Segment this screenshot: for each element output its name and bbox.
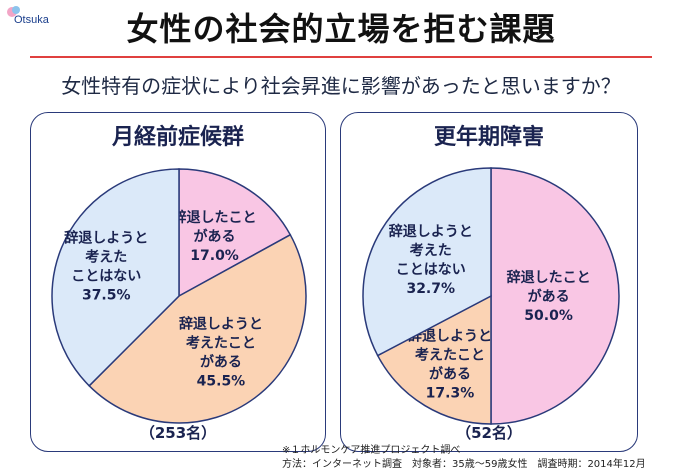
pms-slice-caption-2: 考えた [85, 248, 127, 265]
menopause-slice-label-2: 辞退しようと考えたことはない 32.7% [389, 223, 473, 297]
pms-slice-2 [51, 168, 180, 387]
pms-slice-value-0: 17.0% [190, 248, 239, 264]
pms-slice-caption-0: がある [194, 228, 236, 245]
menopause-slice-1 [376, 294, 492, 425]
logo-mark-icon [7, 6, 20, 17]
logo-text: Otsuka [14, 14, 49, 26]
menopause-slice-caption-0: がある [528, 288, 570, 305]
menopause-slice-0 [490, 167, 620, 425]
footnote-source: ※１ホルモンケア推進プロジェクト調べ [282, 445, 461, 456]
pms-slice-value-2: 37.5% [82, 287, 131, 303]
pms-slice-caption-1: がある [200, 353, 242, 370]
footnote: ※１ホルモンケア推進プロジェクト調べ 方法：インターネット調査 対象者：35歳〜… [282, 444, 646, 472]
pms-slice-caption-1: 考えたこと [186, 334, 256, 351]
menopause-slice-caption-0: 辞退したこと [507, 269, 591, 286]
pms-slice-label-1: 辞退しようと考えたことがある 45.5% [179, 315, 263, 389]
menopause-slice-caption-1: がある [429, 365, 471, 382]
pms-pie-chart: 辞退したことがある 17.0%辞退しようと考えたことがある 45.5%辞退しようと考… [51, 168, 307, 424]
pms-chart-title: 月経前症候群 [111, 125, 244, 150]
menopause-slice-value-0: 50.0% [524, 308, 573, 324]
menopause-slice-caption-2: ことはない [396, 262, 466, 278]
pms-slice-caption-0: 辞退したこと [173, 209, 257, 226]
menopause-slice-caption-1: 辞退しようと [408, 327, 492, 344]
pms-slice-label-0: 辞退したことがある 17.0% [173, 209, 257, 264]
footnote-method: 方法：インターネット調査 対象者：35歳〜59歳女性 調査時期：2014年12月 [282, 459, 646, 470]
pms-slice-caption-1: 辞退しようと [179, 315, 263, 332]
pms-sample-size: （253名） [139, 424, 217, 442]
pms-slice-label-2: 辞退しようと考えたことはない 37.5% [64, 229, 148, 303]
menopause-slice-caption-2: 辞退しようと [389, 223, 473, 240]
menopause-chart-title: 更年期障害 [433, 125, 544, 150]
menopause-slice-value-2: 32.7% [406, 281, 455, 297]
otsuka-logo: Otsuka [4, 2, 94, 32]
pms-slice-1 [88, 233, 307, 424]
menopause-chart-panel: 辞退したことがある 50.0% 辞退しようと考えたことがある 17.3% 辞退しようと考… [340, 112, 638, 452]
menopause-slice-value-1: 17.3% [426, 385, 475, 401]
menopause-pie-chart: 辞退したことがある 50.0%辞退しようと考えたことがある 17.3%辞退しようと考… [362, 167, 620, 425]
title-divider [30, 56, 652, 58]
pms-chart-panel: 辞退したことがある 17.0% 辞退しようと考えたことがある 45.5% 辞退しようと考… [30, 112, 326, 452]
pms-slice-value-1: 45.5% [197, 373, 246, 389]
menopause-slice-label-0: 辞退したことがある 50.0% [507, 269, 591, 324]
menopause-slice-2 [362, 167, 492, 357]
pms-slice-caption-2: ことはない [71, 268, 141, 284]
pms-slice-0 [178, 168, 292, 298]
page-title: 女性の社会的立場を拒む課題 [126, 10, 556, 48]
menopause-slice-label-1: 辞退しようと考えたことがある 17.3% [408, 327, 492, 401]
menopause-slice-caption-1: 考えたこと [415, 346, 485, 363]
menopause-sample-size: （52名） [456, 424, 522, 442]
pms-slice-caption-2: 辞退しようと [64, 229, 148, 246]
menopause-slice-caption-2: 考えた [410, 242, 452, 259]
survey-question: 女性特有の症状により社会昇進に影響があったと思いますか？ [61, 74, 621, 98]
